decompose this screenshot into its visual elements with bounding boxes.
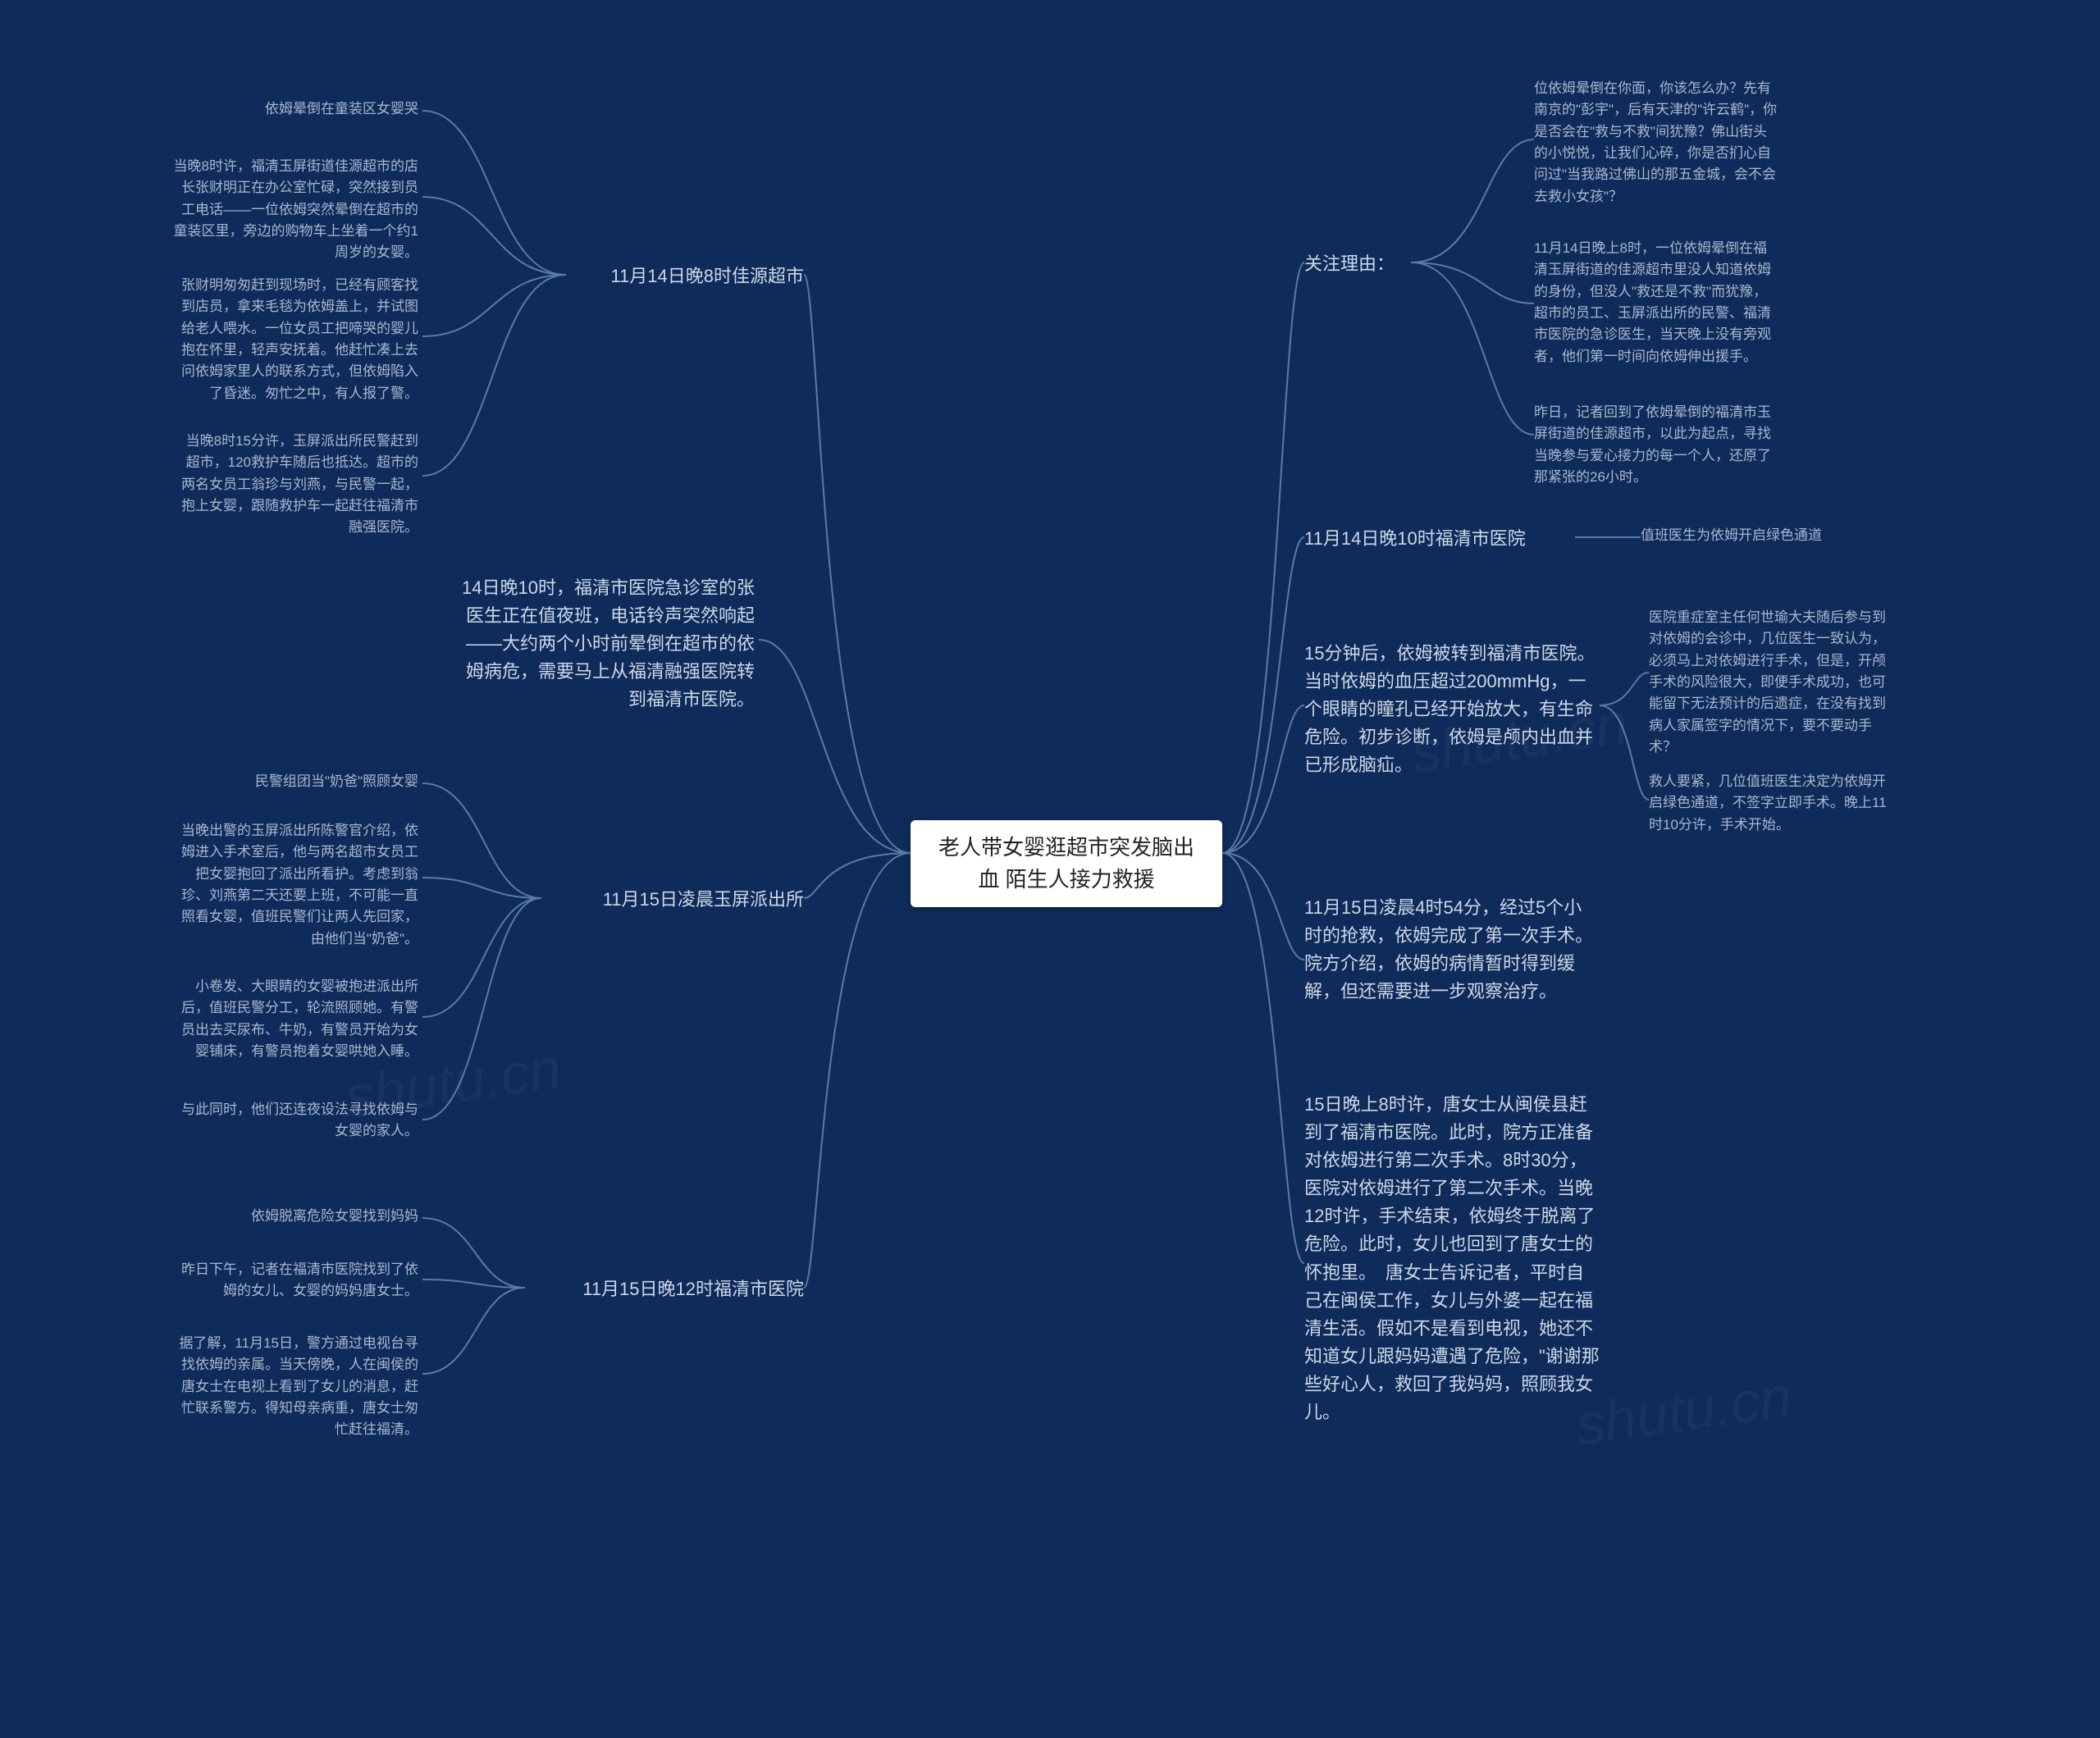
branch-left-4: 11月15日晚12时福清市医院 (525, 1275, 804, 1303)
leaf-r1-1: 11月14日晚上8时，一位依姆晕倒在福清玉屏街道的佳源超市里没人知道依姆的身份，… (1534, 238, 1780, 367)
branch-left-3: 11月15日凌晨玉屏派出所 (541, 886, 804, 914)
branch-left-2: 14日晚10时，福清市医院急诊室的张医生正在值夜班，电话铃声突然响起——大约两个… (459, 574, 755, 714)
leaf-l1-2: 张财明匆匆赶到现场时，已经有顾客找到店员，拿来毛毯为依姆盖上，并试图给老人喂水。… (172, 275, 418, 404)
leaf-r3-1: 救人要紧，几位值班医生决定为依姆开启绿色通道，不签字立即手术。晚上11时10分许… (1649, 771, 1895, 836)
leaf-l1-3: 当晚8时15分许，玉屏派出所民警赶到超市，120救护车随后也抵达。超市的两名女员… (172, 431, 418, 539)
center-node: 老人带女婴逛超市突发脑出血 陌生人接力救援 (911, 820, 1222, 907)
branch-right-2: 11月14日晚10时福清市医院 (1304, 525, 1583, 553)
leaf-l3-3: 与此同时，他们还连夜设法寻找依姆与女婴的家人。 (172, 1099, 418, 1143)
leaf-l3-1: 当晚出警的玉屏派出所陈警官介绍，依姆进入手术室后，他与两名超市女员工把女婴抱回了… (172, 820, 418, 950)
leaf-l4-2: 据了解，11月15日，警方通过电视台寻找依姆的亲属。当天傍晚，人在闽侯的唐女士在… (172, 1333, 418, 1441)
leaf-l1-1: 当晚8时许，福清玉屏街道佳源超市的店长张财明正在办公室忙碌，突然接到员工电话——… (172, 156, 418, 264)
leaf-l3-2: 小卷发、大眼睛的女婴被抱进派出所后，值班民警分工，轮流照顾她。有警员出去买尿布、… (172, 976, 418, 1062)
branch-right-4: 11月15日凌晨4时54分，经过5个小时的抢救，依姆完成了第一次手术。院方介绍，… (1304, 894, 1600, 1006)
leaf-r1-2: 昨日，记者回到了依姆晕倒的福清市玉屏街道的佳源超市，以此为起点，寻找当晚参与爱心… (1534, 402, 1780, 488)
leaf-l4-1: 昨日下午，记者在福清市医院找到了依姆的女儿、女婴的妈妈唐女士。 (172, 1259, 418, 1302)
branch-right-5: 15日晚上8时许，唐女士从闽侯县赶到了福清市医院。此时，院方正准备对依姆进行第二… (1304, 1091, 1600, 1426)
mindmap-canvas: 老人带女婴逛超市突发脑出血 陌生人接力救援 shutu.cn shutu.cn … (0, 0, 2100, 1738)
branch-right-1: 关注理由： (1304, 250, 1468, 278)
branch-left-1: 11月14日晚8时佳源超市 (541, 262, 804, 290)
leaf-r3-0: 医院重症室主任何世瑜大夫随后参与到对依姆的会诊中，几位医生一致认为，必须马上对依… (1649, 607, 1895, 758)
leaf-l1-0: 依姆晕倒在童装区女婴哭 (172, 98, 418, 120)
leaf-l3-0: 民警组团当"奶爸"照顾女婴 (172, 771, 418, 792)
leaf-r2-0: 值班医生为依姆开启绿色通道 (1641, 525, 1887, 546)
leaf-l4-0: 依姆脱离危险女婴找到妈妈 (172, 1206, 418, 1227)
branch-right-3: 15分钟后，依姆被转到福清市医院。当时依姆的血压超过200mmHg，一个眼睛的瞳… (1304, 640, 1600, 779)
leaf-r1-0: 位依姆晕倒在你面，你该怎么办？先有南京的"彭宇"，后有天津的"许云鹤"，你是否会… (1534, 78, 1780, 208)
